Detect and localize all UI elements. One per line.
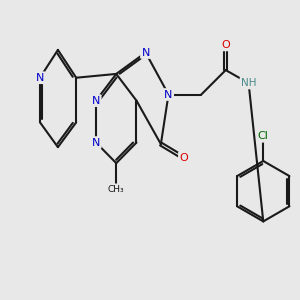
Text: N: N (164, 89, 173, 100)
Text: O: O (221, 40, 230, 50)
Text: Cl: Cl (258, 131, 269, 141)
Text: NH: NH (241, 78, 256, 88)
Text: N: N (92, 138, 100, 148)
Text: N: N (92, 96, 100, 106)
Text: N: N (36, 73, 44, 83)
Text: CH₃: CH₃ (108, 184, 124, 194)
Text: O: O (179, 153, 188, 163)
Text: N: N (141, 48, 150, 58)
